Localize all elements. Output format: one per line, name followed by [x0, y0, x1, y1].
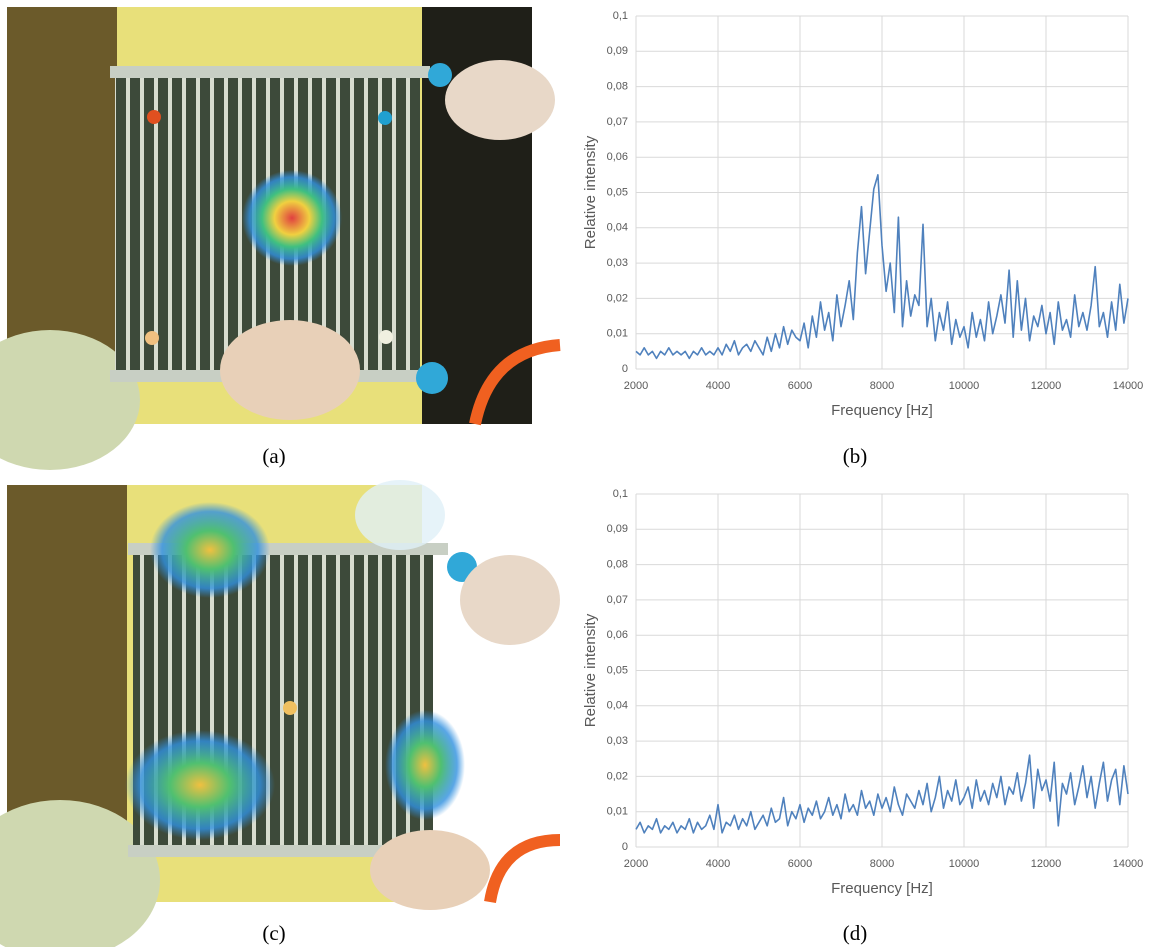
y-tick-label: 0,06 — [607, 151, 628, 163]
x-tick-label: 12000 — [1031, 380, 1062, 392]
x-tick-label: 6000 — [788, 380, 812, 392]
y-tick-label: 0 — [622, 841, 628, 853]
y-tick-label: 0,07 — [607, 116, 628, 128]
y-axis-title: Relative intensity — [582, 135, 599, 249]
y-tick-label: 0,01 — [607, 806, 628, 818]
y-tick-label: 0,09 — [607, 45, 628, 57]
y-tick-label: 0,09 — [607, 523, 628, 535]
y-tick-label: 0,02 — [607, 292, 628, 304]
spectrum-line — [635, 174, 1129, 360]
caption: (a) — [262, 444, 285, 468]
x-tick-label: 4000 — [706, 380, 730, 392]
x-tick-label: 10000 — [949, 858, 980, 870]
y-tick-label: 0,01 — [607, 328, 628, 340]
caption: (b) — [843, 444, 868, 468]
caption: (c) — [262, 921, 285, 945]
x-tick-label: 8000 — [870, 380, 894, 392]
y-tick-label: 0,04 — [607, 700, 628, 712]
x-axis-title: Frequency [Hz] — [831, 402, 933, 419]
x-tick-label: 14000 — [1113, 858, 1144, 870]
y-tick-label: 0,07 — [607, 594, 628, 606]
x-tick-label: 2000 — [624, 858, 648, 870]
y-tick-label: 0,05 — [607, 664, 628, 676]
spectrum-line — [635, 754, 1129, 834]
caption: (d) — [843, 921, 868, 945]
x-tick-label: 10000 — [949, 380, 980, 392]
y-tick-label: 0,08 — [607, 559, 628, 571]
photo-c — [0, 480, 561, 947]
x-tick-label: 12000 — [1031, 858, 1062, 870]
x-tick-label: 4000 — [706, 858, 730, 870]
y-tick-label: 0,1 — [613, 488, 628, 500]
y-tick-label: 0 — [622, 363, 628, 375]
y-tick-label: 0,03 — [607, 735, 628, 747]
y-tick-label: 0,1 — [613, 10, 628, 22]
x-tick-label: 2000 — [624, 380, 648, 392]
y-tick-label: 0,06 — [607, 629, 628, 641]
y-tick-label: 0,04 — [607, 222, 628, 234]
y-axis-title: Relative intensity — [582, 613, 599, 727]
x-tick-label: 14000 — [1113, 380, 1144, 392]
photo-a — [0, 7, 561, 470]
x-tick-label: 6000 — [788, 858, 812, 870]
y-tick-label: 0,02 — [607, 770, 628, 782]
y-tick-label: 0,05 — [607, 186, 628, 198]
x-tick-label: 8000 — [870, 858, 894, 870]
y-tick-label: 0,08 — [607, 81, 628, 93]
x-axis-title: Frequency [Hz] — [831, 880, 933, 897]
y-tick-label: 0,03 — [607, 257, 628, 269]
